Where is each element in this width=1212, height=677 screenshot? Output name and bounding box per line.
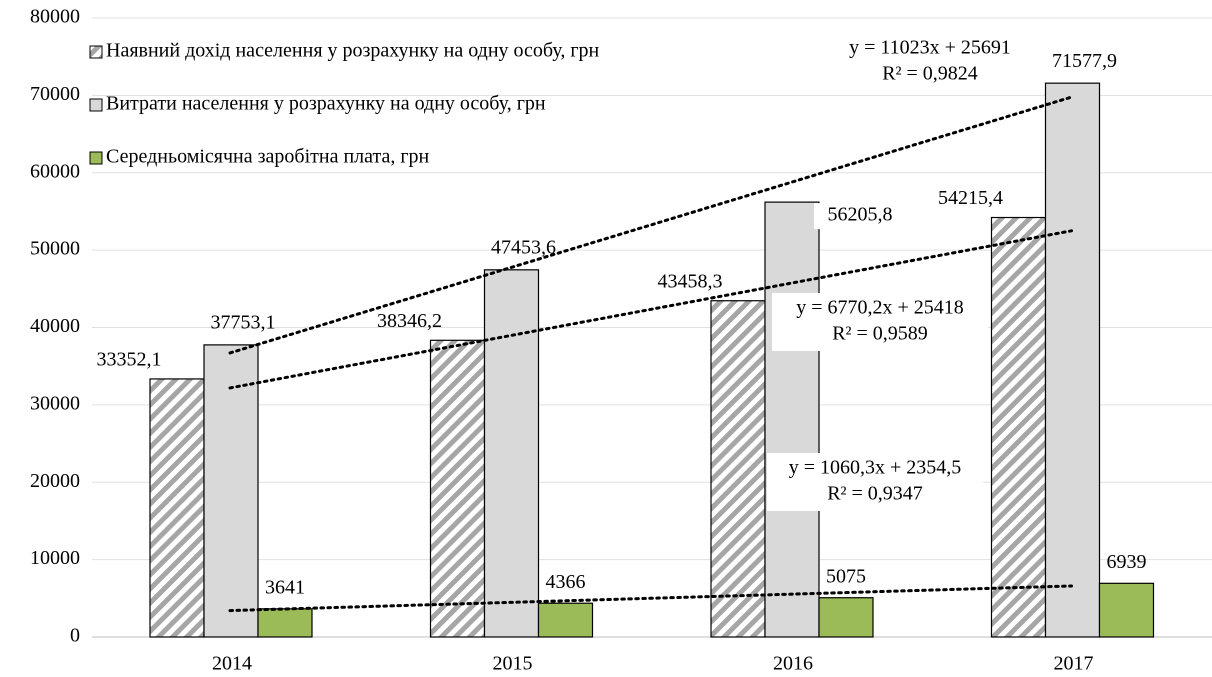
- label-box: [814, 203, 906, 230]
- bar: [990, 216, 1047, 638]
- legend-label: Витрати населення у розрахунку на одну о…: [106, 93, 546, 115]
- legend-swatch: [89, 98, 103, 112]
- legend-swatch: [89, 151, 103, 165]
- bar: [203, 344, 259, 638]
- data-label: 71577,9: [1052, 50, 1117, 72]
- y-tick-label: 60000: [30, 160, 80, 182]
- data-label: 33352,1: [97, 349, 162, 371]
- trendline: [228, 95, 1073, 355]
- data-label: 47453,6: [491, 236, 556, 258]
- equation-box: [767, 453, 983, 511]
- trendline-equation: y = 1060,3x + 2354,5: [789, 457, 962, 479]
- bar: [537, 602, 594, 638]
- bar: [764, 201, 820, 638]
- y-tick-label: 70000: [30, 83, 80, 105]
- trendline: [228, 229, 1073, 390]
- trendline: [228, 584, 1073, 613]
- data-label: 43458,3: [658, 270, 723, 292]
- bar: [818, 597, 874, 638]
- equation-box: [822, 33, 1038, 91]
- y-tick-label: 10000: [30, 547, 80, 569]
- x-tick-label: 2015: [493, 653, 533, 675]
- data-label: 5075: [826, 565, 866, 587]
- bar: [257, 608, 313, 638]
- x-tick-label: 2014: [212, 653, 252, 675]
- y-tick-label: 20000: [30, 470, 80, 492]
- bar: [483, 269, 540, 638]
- trendline-r-squared: R² = 0,9824: [882, 63, 978, 85]
- data-label: 37753,1: [211, 311, 276, 333]
- data-label: 38346,2: [377, 310, 442, 332]
- bar: [710, 300, 766, 638]
- trendline-equation: y = 6770,2x + 25418: [796, 297, 964, 319]
- data-label: 4366: [546, 571, 586, 593]
- legend-label: Середньомісячна заробітна плата, грн: [106, 146, 430, 168]
- data-label: 6939: [1107, 551, 1147, 573]
- trendline-r-squared: R² = 0,9347: [827, 483, 923, 505]
- bar: [149, 378, 205, 638]
- trendline-equation: y = 11023x + 25691: [849, 37, 1011, 59]
- x-tick-label: 2016: [773, 653, 813, 675]
- y-tick-label: 30000: [30, 392, 80, 414]
- y-tick-label: 50000: [30, 238, 80, 260]
- equation-box: [772, 293, 988, 351]
- data-label: 54215,4: [938, 187, 1003, 209]
- bar: [1098, 582, 1155, 638]
- data-label: 56205,8: [828, 204, 893, 226]
- legend-label: Наявний дохід населення у розрахунку на …: [106, 40, 600, 62]
- y-tick-label: 40000: [30, 315, 80, 337]
- y-tick-label: 80000: [30, 6, 80, 28]
- trendline-r-squared: R² = 0,9589: [832, 323, 928, 345]
- y-tick-label: 0: [70, 625, 80, 647]
- data-label: 3641: [265, 576, 305, 598]
- x-tick-label: 2017: [1054, 653, 1094, 675]
- bar: [1044, 82, 1101, 638]
- legend-swatch: [89, 45, 103, 59]
- bar: [429, 339, 486, 638]
